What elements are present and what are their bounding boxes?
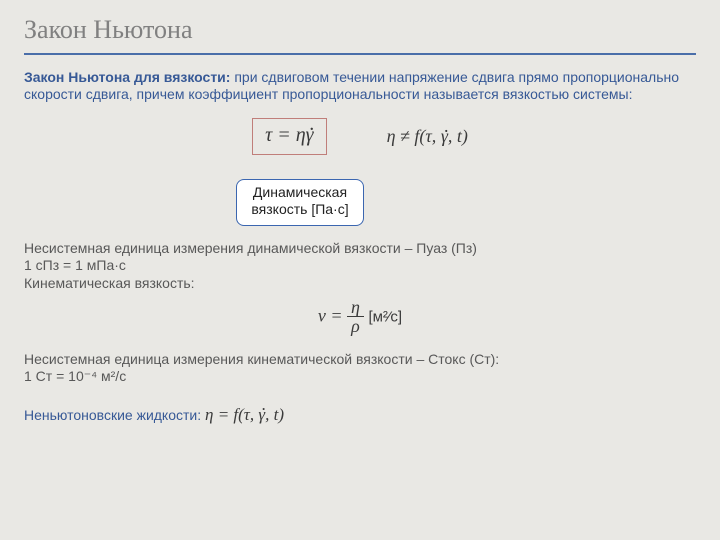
dynamic-unit-paragraph: Несистемная единица измерения динамическ…: [24, 240, 696, 293]
kin-line2: 1 Ст = 10⁻⁴ м²/с: [24, 368, 696, 386]
kin-eq-units: [м²⁄с]: [368, 309, 402, 326]
callout-line1: Динамическая: [251, 184, 348, 202]
nonnewtonian-label: Неньютоновские жидкости:: [24, 407, 205, 423]
lead-paragraph: Закон Ньютона для вязкости: при сдвигово…: [24, 69, 696, 104]
page-title: Закон Ньютона: [24, 14, 696, 47]
kin-line1: Несистемная единица измерения кинематиче…: [24, 351, 696, 369]
equation-side: η ≠ f(τ, γ, t): [387, 125, 468, 148]
equation-kinematic: ν = η ρ [м²⁄с]: [24, 298, 696, 337]
kin-eq-den: ρ: [347, 317, 364, 337]
dynamic-line2: 1 сПз = 1 мПа·с: [24, 257, 696, 275]
equation-row: τ = ηγ η ≠ f(τ, γ, t): [24, 118, 696, 155]
title-rule: [24, 53, 696, 55]
nonnewtonian-line: Неньютоновские жидкости: η = f(τ, γ, t): [24, 404, 696, 425]
callout-line2: вязкость [Па·с]: [251, 201, 348, 219]
kin-eq-num: η: [347, 298, 364, 317]
lead-bold: Закон Ньютона для вязкости:: [24, 69, 230, 85]
dynamic-line3: Кинематическая вязкость:: [24, 275, 696, 293]
dynamic-line1: Несистемная единица измерения динамическ…: [24, 240, 696, 258]
kinematic-unit-paragraph: Несистемная единица измерения кинематиче…: [24, 351, 696, 386]
equation-main-box: τ = ηγ: [252, 118, 326, 155]
nonnewtonian-eq: η = f(τ, γ, t): [205, 405, 284, 424]
kin-eq-fraction: η ρ: [347, 298, 364, 337]
kin-eq-left: ν =: [318, 306, 343, 326]
callout-box: Динамическая вязкость [Па·с]: [236, 179, 363, 226]
